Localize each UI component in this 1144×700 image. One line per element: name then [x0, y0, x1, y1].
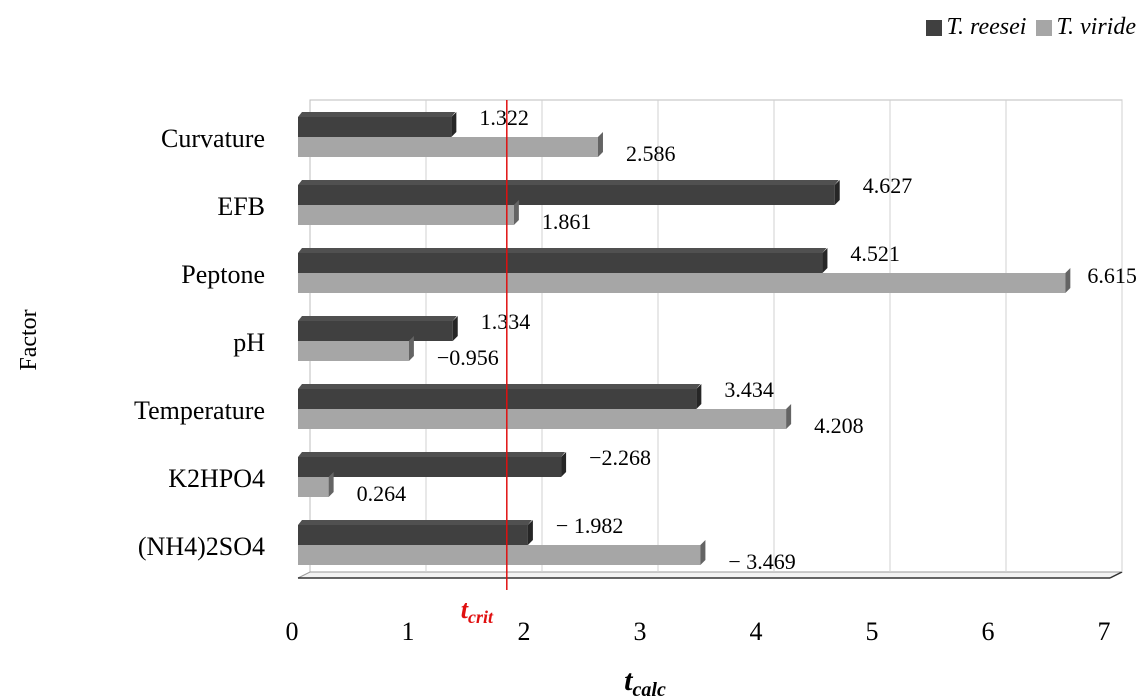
- category-label: Peptone: [181, 260, 265, 289]
- bar: [298, 321, 453, 341]
- critical-line-label: tcrit: [461, 595, 494, 627]
- data-label: 3.434: [724, 377, 774, 402]
- bar-side: [834, 180, 840, 205]
- plot-floor: [297, 571, 1123, 579]
- bars: [298, 112, 1071, 565]
- bar-side: [451, 112, 457, 137]
- category-label: EFB: [217, 192, 265, 221]
- bar-side: [822, 248, 828, 273]
- data-label: −2.268: [589, 445, 651, 470]
- bar: [298, 545, 701, 565]
- bar: [298, 457, 562, 477]
- bar: [298, 253, 823, 273]
- bar: [298, 525, 528, 545]
- data-label: 4.627: [863, 173, 913, 198]
- x-tick-label: 5: [866, 617, 879, 646]
- x-tick-label: 6: [982, 617, 995, 646]
- bar-side: [696, 384, 702, 409]
- data-label: 1.322: [479, 105, 529, 130]
- grid-lines: [425, 100, 1123, 572]
- data-label: 0.264: [357, 481, 407, 506]
- critical-line-group: tcrit: [461, 100, 508, 627]
- bar-top: [298, 520, 532, 525]
- data-label: 1.334: [481, 309, 531, 334]
- legend-label-viride: T. viride: [1056, 14, 1136, 40]
- x-tick-label: 4: [750, 617, 763, 646]
- x-tick-label: 1: [402, 617, 415, 646]
- bar: [298, 137, 598, 157]
- data-label: − 1.982: [556, 513, 623, 538]
- bar-top: [298, 180, 839, 185]
- critical-line-label-subscript: crit: [468, 607, 494, 627]
- data-label: 2.586: [626, 141, 676, 166]
- data-label: 1.861: [542, 209, 592, 234]
- data-label: 6.615: [1087, 263, 1137, 288]
- legend-label-reesei: T. reesei: [946, 14, 1027, 40]
- bar-side: [513, 200, 519, 225]
- bar-top: [298, 316, 457, 321]
- category-labels: Curvature EFB Peptone pH Temperature K2HPO4 (N…: [134, 124, 265, 561]
- bar-side: [561, 452, 567, 477]
- bar-side: [597, 132, 603, 157]
- bar-side: [700, 540, 706, 565]
- data-label: −0.956: [437, 345, 499, 370]
- legend-swatch-reesei: [926, 19, 943, 36]
- bar: [298, 409, 787, 429]
- bar: [298, 117, 452, 137]
- x-axis-title-main: t: [624, 664, 634, 697]
- legend-swatch-viride: [1036, 19, 1053, 36]
- x-tick-label: 3: [634, 617, 647, 646]
- x-axis-title-subscript: calc: [633, 679, 666, 700]
- bar-side: [786, 404, 792, 429]
- y-axis-title: Factor: [16, 309, 42, 370]
- bar-side: [408, 336, 414, 361]
- bar-top: [298, 452, 566, 457]
- category-label: K2HPO4: [168, 464, 265, 493]
- bar-top: [298, 248, 827, 253]
- category-label: pH: [233, 328, 265, 357]
- x-tick-label: 7: [1098, 617, 1111, 646]
- legend-item-reesei: T. reesei: [926, 14, 1026, 41]
- data-label: − 3.469: [728, 549, 795, 574]
- x-tick-labels: 0 1 2 3 4 5 6 7: [286, 617, 1111, 646]
- data-label: 4.208: [814, 413, 864, 438]
- bar-side: [328, 472, 334, 497]
- data-label: 4.521: [850, 241, 900, 266]
- bar: [298, 185, 835, 205]
- data-labels: 1.322 2.586 4.627 1.861 4.521 6.615 1.334 −0.95…: [357, 105, 1137, 574]
- bar-side: [527, 520, 533, 545]
- x-axis-title: tcalc: [624, 664, 666, 700]
- category-label: Temperature: [134, 396, 265, 425]
- legend: T. reesei T. viride: [926, 14, 1136, 41]
- bar-side: [452, 316, 458, 341]
- legend-item-viride: T. viride: [1036, 14, 1136, 41]
- bar: [298, 477, 329, 497]
- x-axis-corner: [1109, 571, 1123, 579]
- x-tick-label: 0: [286, 617, 299, 646]
- x-tick-label: 2: [518, 617, 531, 646]
- bar-top: [298, 384, 701, 389]
- bar: [298, 389, 697, 409]
- bar-top: [298, 112, 456, 117]
- category-label: (NH4)2SO4: [138, 532, 265, 561]
- bar-side: [1065, 268, 1071, 293]
- bar: [298, 205, 514, 225]
- critical-line-label-main: t: [461, 595, 469, 624]
- bar: [298, 273, 1066, 293]
- category-label: Curvature: [161, 124, 265, 153]
- bar: [298, 341, 409, 361]
